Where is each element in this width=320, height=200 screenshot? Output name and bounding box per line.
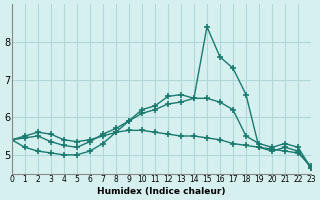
X-axis label: Humidex (Indice chaleur): Humidex (Indice chaleur) — [97, 187, 226, 196]
